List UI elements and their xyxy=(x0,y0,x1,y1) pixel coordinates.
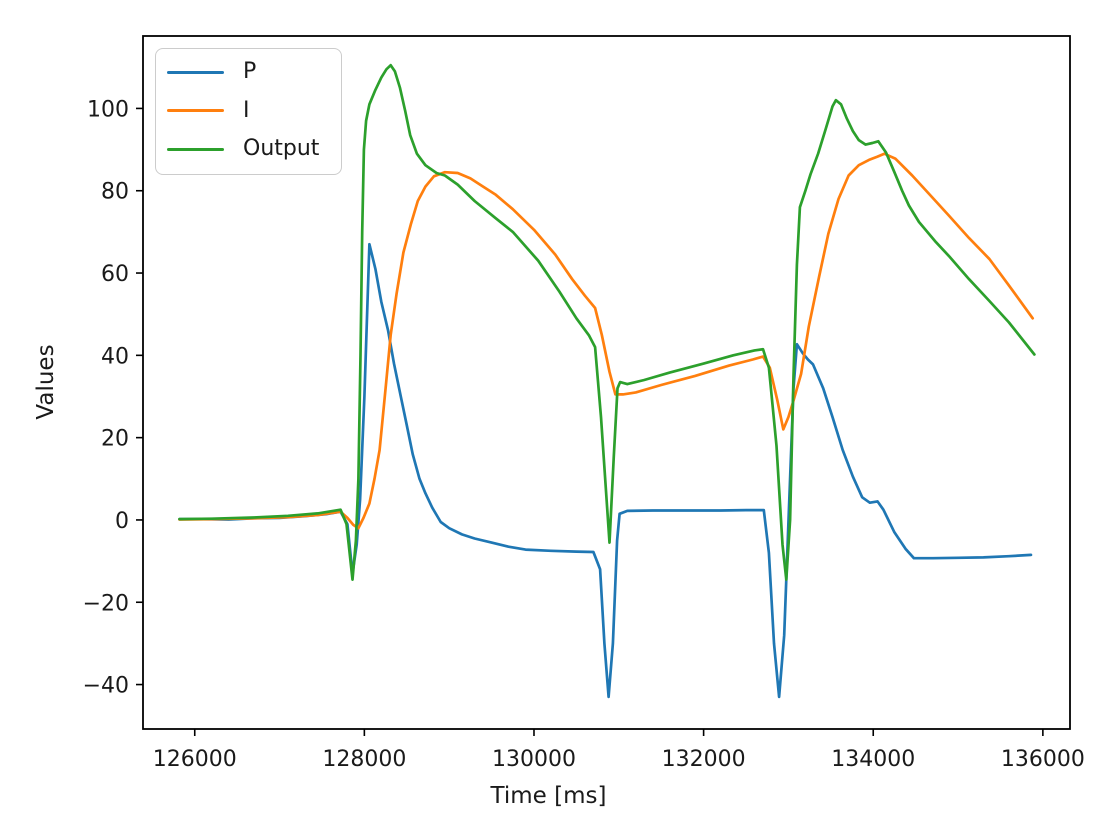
legend-item-i: I xyxy=(156,92,341,131)
y-tick-label: 100 xyxy=(87,97,129,122)
x-tick-label: 128000 xyxy=(322,747,406,772)
x-axis-label: Time [ms] xyxy=(490,783,607,809)
legend-item-p: P xyxy=(156,53,341,92)
y-tick-label: −20 xyxy=(83,591,129,616)
legend: P I Output xyxy=(155,48,342,175)
legend-line-swatch-p xyxy=(167,70,224,74)
x-tick-label: 136000 xyxy=(1001,747,1085,772)
series-line-output xyxy=(178,63,1036,581)
y-tick-label: 0 xyxy=(115,509,129,534)
x-tick-label: 134000 xyxy=(831,747,915,772)
legend-line-swatch-i xyxy=(167,109,224,113)
legend-line-swatch-output xyxy=(167,147,224,151)
y-tick-label: 60 xyxy=(101,262,129,287)
legend-label-i: I xyxy=(243,97,250,123)
y-tick-label: 20 xyxy=(101,427,129,452)
y-axis-label: Values xyxy=(33,344,59,420)
x-tick-label: 126000 xyxy=(153,747,237,772)
y-tick-label: 40 xyxy=(101,344,129,369)
legend-item-output: Output xyxy=(156,130,341,169)
legend-label-p: P xyxy=(243,59,257,85)
series-line-p xyxy=(178,242,1033,699)
plot-frame xyxy=(142,35,1071,730)
x-tick-label: 130000 xyxy=(492,747,576,772)
y-tick-label: −40 xyxy=(83,674,129,699)
series-line-i xyxy=(178,152,1035,530)
legend-label-output: Output xyxy=(243,136,320,162)
y-tick-label: 80 xyxy=(101,180,129,205)
x-tick-label: 132000 xyxy=(662,747,746,772)
